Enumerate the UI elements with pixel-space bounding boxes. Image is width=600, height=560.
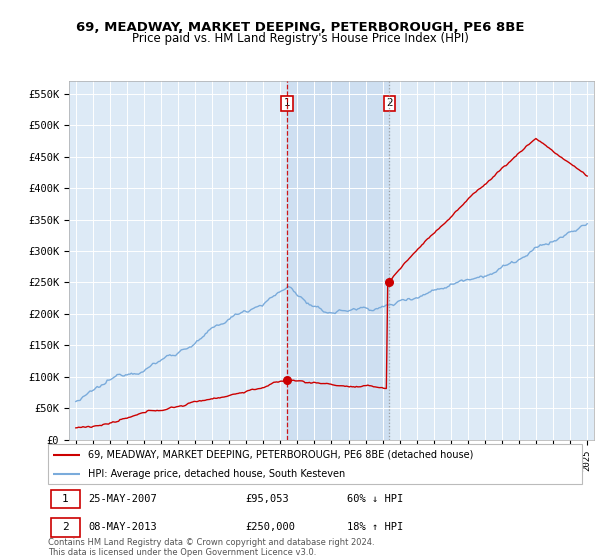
Text: 2: 2 <box>62 522 69 533</box>
FancyBboxPatch shape <box>50 490 80 508</box>
Text: 25-MAY-2007: 25-MAY-2007 <box>88 494 157 504</box>
Text: 18% ↑ HPI: 18% ↑ HPI <box>347 522 403 533</box>
FancyBboxPatch shape <box>50 518 80 536</box>
Text: 2: 2 <box>386 98 393 108</box>
Text: 69, MEADWAY, MARKET DEEPING, PETERBOROUGH, PE6 8BE: 69, MEADWAY, MARKET DEEPING, PETERBOROUG… <box>76 21 524 34</box>
Text: 1: 1 <box>62 494 69 504</box>
Text: £95,053: £95,053 <box>245 494 289 504</box>
Text: HPI: Average price, detached house, South Kesteven: HPI: Average price, detached house, Sout… <box>88 469 346 479</box>
Text: 08-MAY-2013: 08-MAY-2013 <box>88 522 157 533</box>
Text: £250,000: £250,000 <box>245 522 296 533</box>
Text: Price paid vs. HM Land Registry's House Price Index (HPI): Price paid vs. HM Land Registry's House … <box>131 32 469 45</box>
FancyBboxPatch shape <box>48 444 582 484</box>
Bar <box>287 81 389 440</box>
Text: Contains HM Land Registry data © Crown copyright and database right 2024.
This d: Contains HM Land Registry data © Crown c… <box>48 538 374 557</box>
Text: 69, MEADWAY, MARKET DEEPING, PETERBOROUGH, PE6 8BE (detached house): 69, MEADWAY, MARKET DEEPING, PETERBOROUG… <box>88 450 473 460</box>
Text: 1: 1 <box>284 98 290 108</box>
Text: 60% ↓ HPI: 60% ↓ HPI <box>347 494 403 504</box>
